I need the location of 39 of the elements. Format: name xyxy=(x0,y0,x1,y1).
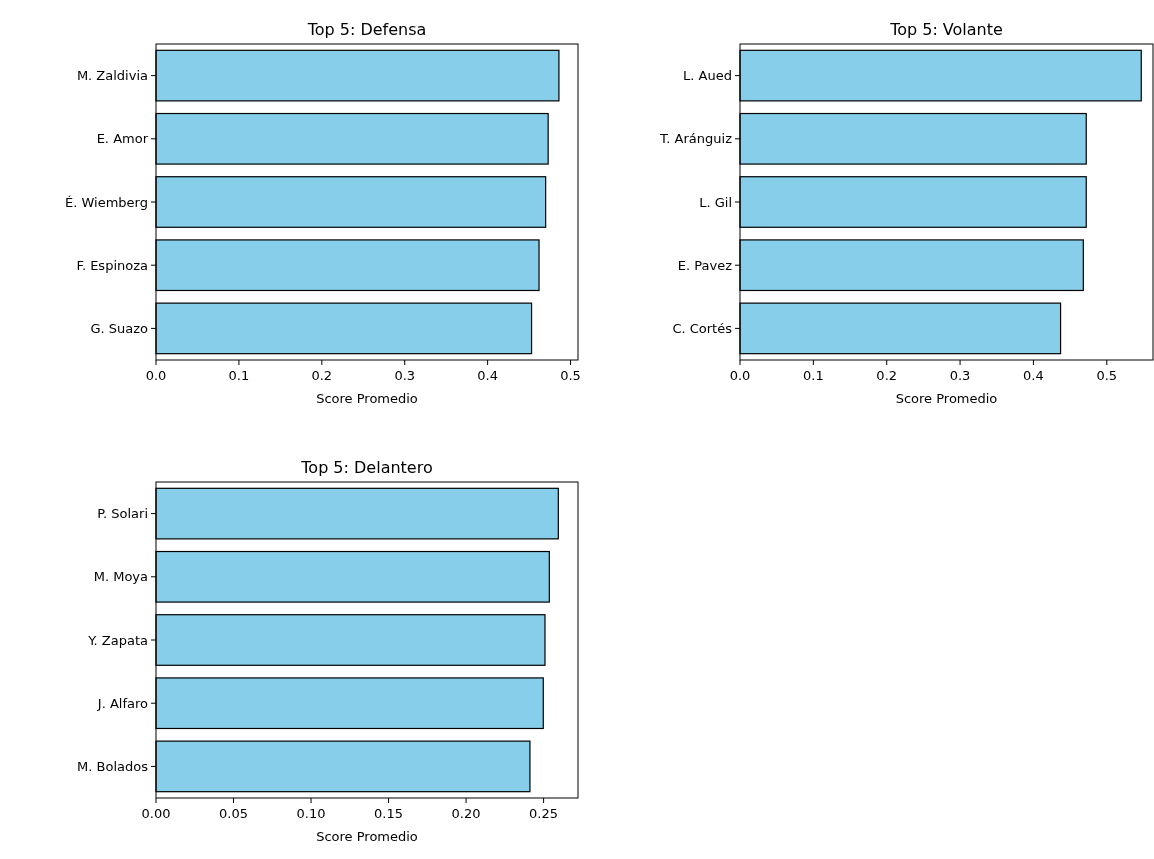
y-tick-label: J. Alfaro xyxy=(96,695,149,711)
x-tick-label: 0.2 xyxy=(311,368,333,383)
x-tick-label: 0.4 xyxy=(477,368,498,383)
y-tick-label: M. Zaldivia xyxy=(76,68,148,84)
y-tick-label: M. Moya xyxy=(93,569,148,585)
y-tick-label: T. Aránguiz xyxy=(658,131,733,147)
x-tick-label: 0.2 xyxy=(876,368,898,383)
x-axis-title: Score Promedio xyxy=(895,391,998,406)
x-tick-label: 0.4 xyxy=(1023,368,1044,383)
x-tick-label: 0.3 xyxy=(394,368,416,383)
y-tick-label: E. Amor xyxy=(96,131,149,147)
x-tick-label: 0.05 xyxy=(219,806,248,821)
y-tick-label: P. Solari xyxy=(97,506,148,522)
y-tick-label: Y. Zapata xyxy=(87,632,148,648)
x-tick-label: 0.1 xyxy=(803,368,824,383)
y-tick-label: F. Espinoza xyxy=(76,257,148,273)
y-tick-label: M. Bolados xyxy=(77,758,149,774)
x-axis-title: Score Promedio xyxy=(316,829,418,844)
x-tick-label: 0.1 xyxy=(228,368,250,383)
x-tick-label: 0.00 xyxy=(141,806,171,821)
x-tick-label: 0.3 xyxy=(949,368,971,383)
y-tick-label: E. Pavez xyxy=(677,257,733,273)
chart-title: Top 5: Delantero xyxy=(300,458,433,477)
x-tick-label: 0.10 xyxy=(296,806,326,821)
y-tick-label: É. Wiemberg xyxy=(65,194,148,210)
x-tick-label: 0.5 xyxy=(560,368,581,383)
y-tick-label: L. Gil xyxy=(699,194,732,210)
chart-title: Top 5: Defensa xyxy=(306,20,427,39)
x-tick-label: 0.0 xyxy=(145,368,167,383)
y-tick-label: G. Suazo xyxy=(90,320,149,336)
x-tick-label: 0.25 xyxy=(529,806,559,821)
y-tick-label: C. Cortés xyxy=(672,320,733,336)
x-axis-title: Score Promedio xyxy=(316,391,418,406)
chart-title: Top 5: Volante xyxy=(889,20,1003,39)
y-tick-label: L. Aued xyxy=(683,68,732,84)
x-tick-label: 0.0 xyxy=(729,368,751,383)
x-tick-label: 0.5 xyxy=(1096,368,1118,383)
x-tick-label: 0.20 xyxy=(451,806,481,821)
x-tick-label: 0.15 xyxy=(374,806,404,821)
